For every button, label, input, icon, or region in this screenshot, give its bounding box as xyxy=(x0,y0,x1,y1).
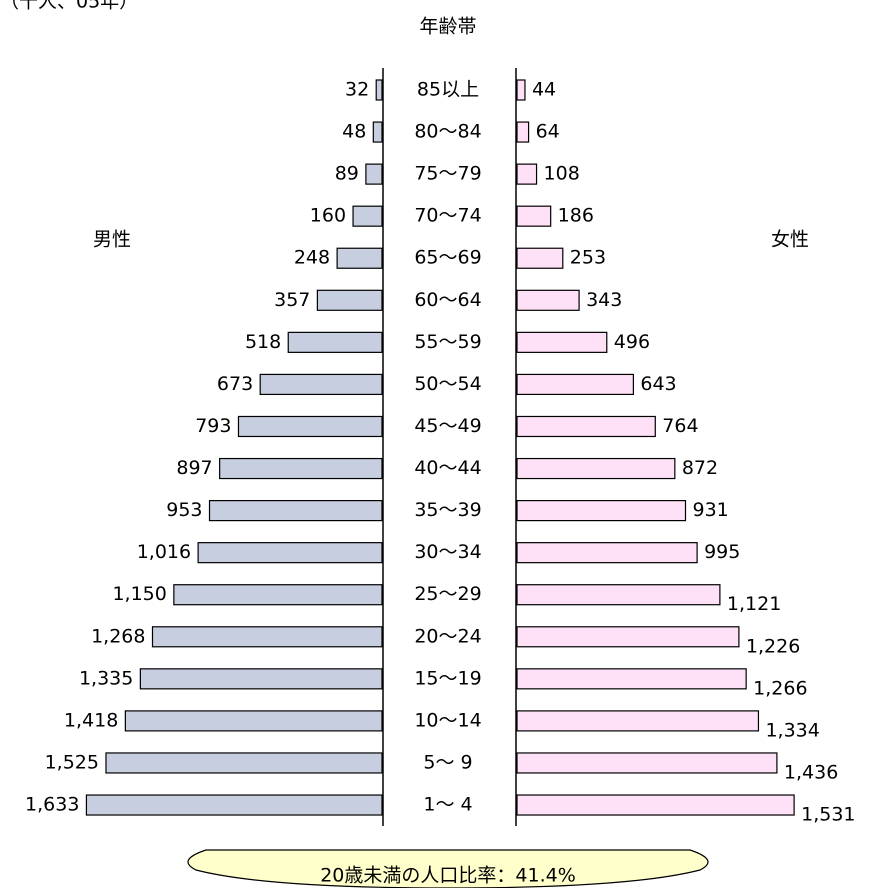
male-bar xyxy=(173,584,383,606)
male-bar xyxy=(219,457,383,480)
female-bar xyxy=(516,668,747,690)
male-bar xyxy=(259,373,383,396)
male-value-label: 1,016 xyxy=(137,541,191,563)
male-value-label: 518 xyxy=(245,331,281,353)
female-value-label: 186 xyxy=(558,205,594,227)
female-bar xyxy=(516,79,526,101)
age-label: 30～34 xyxy=(414,541,481,563)
female-value-label: 1,266 xyxy=(753,677,807,699)
unit-note: （千人、05年） xyxy=(0,0,138,13)
age-label: 70～74 xyxy=(414,205,481,227)
female-value-label: 1,531 xyxy=(801,804,855,826)
legend-male: 男性 xyxy=(93,229,131,251)
female-value-label: 931 xyxy=(693,499,729,521)
female-value-label: 64 xyxy=(536,121,560,143)
male-value-label: 897 xyxy=(176,457,212,479)
male-value-label: 673 xyxy=(217,373,253,395)
male-value-label: 1,633 xyxy=(25,794,79,816)
male-bar xyxy=(124,710,383,732)
male-bar xyxy=(208,500,383,522)
male-value-label: 48 xyxy=(342,121,366,143)
female-bar xyxy=(516,415,656,438)
age-label: 85以上 xyxy=(417,79,479,101)
legend-female: 女性 xyxy=(771,229,809,251)
male-value-label: 1,268 xyxy=(91,625,145,647)
female-value-label: 1,334 xyxy=(765,719,819,741)
male-value-label: 357 xyxy=(274,289,310,311)
female-bar xyxy=(516,542,698,564)
female-value-label: 253 xyxy=(570,247,606,269)
callout-text: 20歳未満の人口比率：41.4% xyxy=(320,865,576,887)
male-bar xyxy=(316,289,383,311)
female-bar xyxy=(516,289,580,311)
female-bar xyxy=(516,500,687,522)
age-label: 5～ 9 xyxy=(423,751,472,773)
female-bar xyxy=(516,331,608,353)
male-value-label: 32 xyxy=(345,79,369,101)
age-label: 40～44 xyxy=(414,457,481,479)
male-value-label: 1,335 xyxy=(79,667,133,689)
female-bar xyxy=(516,373,634,396)
female-value-label: 643 xyxy=(640,373,676,395)
male-value-label: 248 xyxy=(294,247,330,269)
male-bar xyxy=(85,794,383,816)
female-bar xyxy=(516,247,564,269)
male-bar xyxy=(352,205,383,227)
age-label: 15～19 xyxy=(414,667,481,689)
female-bar xyxy=(516,710,760,732)
female-value-label: 1,226 xyxy=(746,635,800,657)
male-value-label: 160 xyxy=(310,205,346,227)
female-bar xyxy=(516,205,552,227)
female-value-label: 108 xyxy=(544,163,580,185)
male-bar xyxy=(375,79,383,101)
age-label: 20～24 xyxy=(414,625,481,647)
age-label: 1～ 4 xyxy=(423,794,472,816)
female-value-label: 995 xyxy=(704,541,740,563)
female-bar xyxy=(516,457,676,480)
female-bar xyxy=(516,752,778,774)
male-bar xyxy=(197,542,383,564)
male-bar xyxy=(151,626,383,648)
female-bar xyxy=(516,794,795,816)
chart-title: 年齢帯 xyxy=(419,16,476,38)
female-value-label: 1,121 xyxy=(727,593,781,615)
age-label: 60～64 xyxy=(414,289,481,311)
male-value-label: 1,418 xyxy=(64,709,118,731)
age-label: 25～29 xyxy=(414,583,481,605)
female-bar xyxy=(516,163,538,185)
male-bar xyxy=(365,163,383,185)
male-bar xyxy=(105,752,383,774)
female-bar xyxy=(516,626,740,648)
male-bar xyxy=(139,668,383,690)
female-value-label: 764 xyxy=(662,415,698,437)
male-value-label: 953 xyxy=(166,499,202,521)
male-bar xyxy=(372,121,383,143)
age-label: 55～59 xyxy=(414,331,481,353)
age-label: 50～54 xyxy=(414,373,481,395)
age-label: 75～79 xyxy=(414,163,481,185)
male-value-label: 793 xyxy=(195,415,231,437)
female-value-label: 343 xyxy=(586,289,622,311)
male-value-label: 1,525 xyxy=(45,751,99,773)
male-bar xyxy=(237,415,383,438)
age-label: 10～14 xyxy=(414,709,481,731)
age-label: 65～69 xyxy=(414,247,481,269)
female-value-label: 872 xyxy=(682,457,718,479)
male-bar xyxy=(287,331,383,353)
female-bar xyxy=(516,121,530,143)
callout-box xyxy=(187,849,709,888)
age-label: 35～39 xyxy=(414,499,481,521)
female-value-label: 44 xyxy=(532,79,556,101)
male-value-label: 89 xyxy=(335,163,359,185)
female-bar xyxy=(516,584,721,606)
female-value-label: 1,436 xyxy=(784,761,838,783)
male-bar xyxy=(336,247,383,269)
age-label: 45～49 xyxy=(414,415,481,437)
age-label: 80～84 xyxy=(414,121,481,143)
female-value-label: 496 xyxy=(614,331,650,353)
male-value-label: 1,150 xyxy=(112,583,166,605)
